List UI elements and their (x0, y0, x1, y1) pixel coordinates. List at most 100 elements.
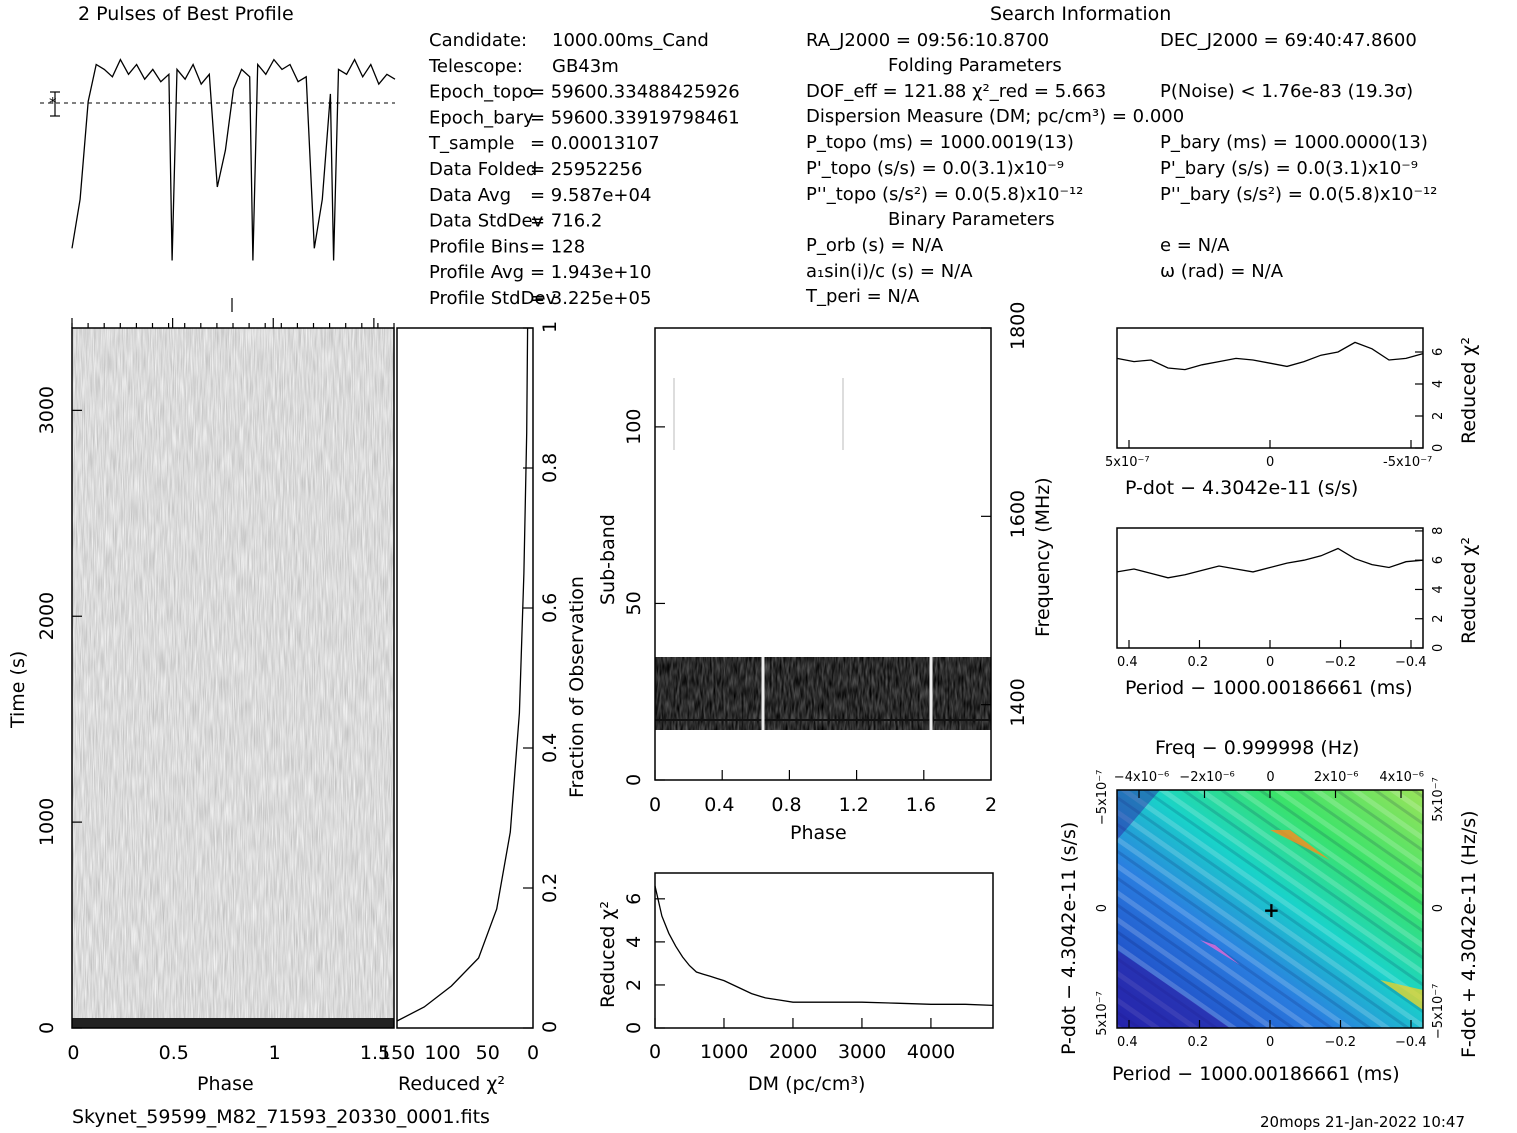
axis-label: DM (pc/cm³) (748, 1073, 865, 1095)
ecc: e = N/A (1160, 235, 1230, 256)
axis-label: Period − 1000.00186661 (ms) (1112, 1063, 1400, 1085)
porb: P_orb (s) = N/A (806, 235, 944, 256)
axis-label: Phase (790, 822, 847, 844)
info-label: Data Folded (429, 159, 537, 180)
dec: DEC_J2000 = 69:40:47.8600 (1160, 30, 1417, 51)
info-label: Profile StdDev (429, 288, 557, 309)
p-bary: P_bary (ms) = 1000.0000(13) (1160, 132, 1428, 153)
info-label: Telescope: (428, 56, 523, 77)
tick-label: 6 (1431, 556, 1446, 564)
tick-label: 0 (1266, 1035, 1274, 1050)
tick-label: 0 (1266, 770, 1274, 785)
tick-label: 1.6 (906, 794, 936, 816)
tick-label: 0.2 (1188, 655, 1209, 670)
info-left-block: Candidate: 1000.00ms_Cand Telescope: GB43m E… (428, 30, 740, 309)
tick-label: 0 (649, 1041, 661, 1063)
dm-line: Dispersion Measure (DM; pc/cm³) = 0.000 (806, 106, 1184, 127)
axis-label: P-dot − 4.3042e-11 (s/s) (1125, 477, 1358, 499)
info-value: = 25952256 (530, 159, 642, 180)
axis-label: Reduced χ² (1458, 537, 1480, 644)
pdot-line (1116, 341, 1424, 371)
axis-label: Time (s) (7, 651, 29, 729)
info-label: Profile Bins (429, 236, 529, 257)
tick-label: −5x10⁻⁷ (1095, 770, 1110, 825)
dof: DOF_eff = 121.88 χ²_red = 5.663 (806, 81, 1106, 102)
info-value: = 1.943e+10 (530, 262, 651, 283)
tick-label: 0.2 (1188, 1035, 1209, 1050)
tick-label: −0.2 (1325, 1035, 1357, 1050)
p-topo: P_topo (ms) = 1000.0019(13) (806, 132, 1074, 153)
info-label: Epoch_topo (429, 82, 534, 103)
tick-label: 0.6 (539, 593, 561, 623)
tick-label: 5x10⁻⁷ (1105, 455, 1150, 470)
axis-label: F-dot + 4.3042e-11 (Hz/s) (1458, 810, 1480, 1058)
tick-label: −0.2 (1325, 655, 1357, 670)
subband-phase-plot: 0 0.4 0.8 1.2 1.6 2 0 50 100 1400 1600 1800 Phase Sub… (597, 302, 1054, 844)
tick-label: 5x10⁻⁷ (1095, 991, 1110, 1036)
filename: Skynet_59599_M82_71593_20330_0001.fits (72, 1106, 490, 1128)
tick-label: 8 (1431, 527, 1446, 535)
errorbar: * (49, 91, 60, 117)
tick-label: 0 (36, 1022, 58, 1034)
tick-label: −0.4 (1395, 1035, 1427, 1050)
tperi: T_peri = N/A (805, 286, 920, 307)
axis-label: Reduced χ² (1458, 337, 1480, 444)
profile-plot: * (40, 58, 396, 312)
tick-label: 1.5 (360, 1042, 390, 1064)
info-value: = 3.225e+05 (530, 288, 651, 309)
tick-label: 0 (1266, 655, 1274, 670)
tick-label: 2 (1431, 412, 1446, 420)
axis-label: Period − 1000.00186661 (ms) (1125, 677, 1413, 699)
tick-label: 0 (539, 1021, 561, 1033)
period-line (1116, 547, 1424, 579)
profile-line (71, 58, 396, 261)
info-label: Data Avg (429, 185, 511, 206)
axis-label: Fraction of Observation (566, 576, 588, 798)
tick-label: -5x10⁻⁷ (1383, 455, 1432, 470)
tick-label: 0.4 (1117, 655, 1138, 670)
info-value: = 59600.33488425926 (530, 82, 740, 103)
subband-frame (654, 327, 992, 781)
tick-label: 0 (623, 1022, 645, 1034)
info-value: = 716.2 (530, 211, 602, 232)
axis-label: Reduced χ² (597, 901, 619, 1008)
info-value: = 128 (530, 236, 585, 257)
tick-label: 1000 (700, 1041, 748, 1063)
tick-label: 0 (527, 1042, 539, 1064)
pdd-topo: P''_topo (s/s²) = 0.0(5.8)x10⁻¹² (806, 184, 1083, 205)
tick-label: 1600 (1007, 490, 1029, 538)
tick-label: 0.8 (771, 794, 801, 816)
axis-label: Sub-band (597, 514, 619, 605)
tick-label: 2 (1431, 614, 1446, 622)
ra: RA_J2000 = 09:56:10.8700 (806, 30, 1049, 51)
info-value: = 9.587e+04 (530, 185, 651, 206)
tick-label: −0.4 (1395, 655, 1427, 670)
dm-plot: 0 1000 2000 3000 4000 0 2 4 6 DM (pc/cm³) Reduced … (597, 872, 994, 1095)
profile-title: 2 Pulses of Best Profile (78, 3, 294, 25)
tick-label: 0 (1266, 455, 1274, 470)
info-value: 1000.00ms_Cand (552, 30, 709, 51)
footer-stamp: 20mops 21-Jan-2022 10:47 (1260, 1113, 1465, 1131)
tick-label: 1400 (1007, 678, 1029, 726)
tick-label: 0.2 (539, 873, 561, 903)
axis-label: Phase (197, 1073, 254, 1095)
info-right-block: RA_J2000 = 09:56:10.8700 DEC_J2000 = 69:… (805, 30, 1437, 307)
tick-label: 1 (539, 321, 561, 333)
omega: ω (rad) = N/A (1160, 261, 1284, 282)
tick-label: 2000 (769, 1041, 817, 1063)
tick-label: 100 (623, 409, 645, 445)
tick-label: 0 (1431, 904, 1446, 912)
tick-label: 150 (379, 1042, 415, 1064)
axis-label: Frequency (MHz) (1032, 477, 1054, 637)
info-label: Candidate: (429, 30, 527, 51)
binary-title: Binary Parameters (888, 209, 1055, 230)
info-label: Profile Avg (429, 262, 524, 283)
tick-label: 3000 (838, 1041, 886, 1063)
tick-label: 2000 (36, 592, 58, 640)
chi-fraction-line (396, 327, 529, 1022)
tick-label: 2x10⁻⁶ (1314, 770, 1359, 785)
tick-label: 50 (623, 591, 645, 615)
tick-label: 1000 (36, 798, 58, 846)
tick-label: 2 (985, 794, 997, 816)
